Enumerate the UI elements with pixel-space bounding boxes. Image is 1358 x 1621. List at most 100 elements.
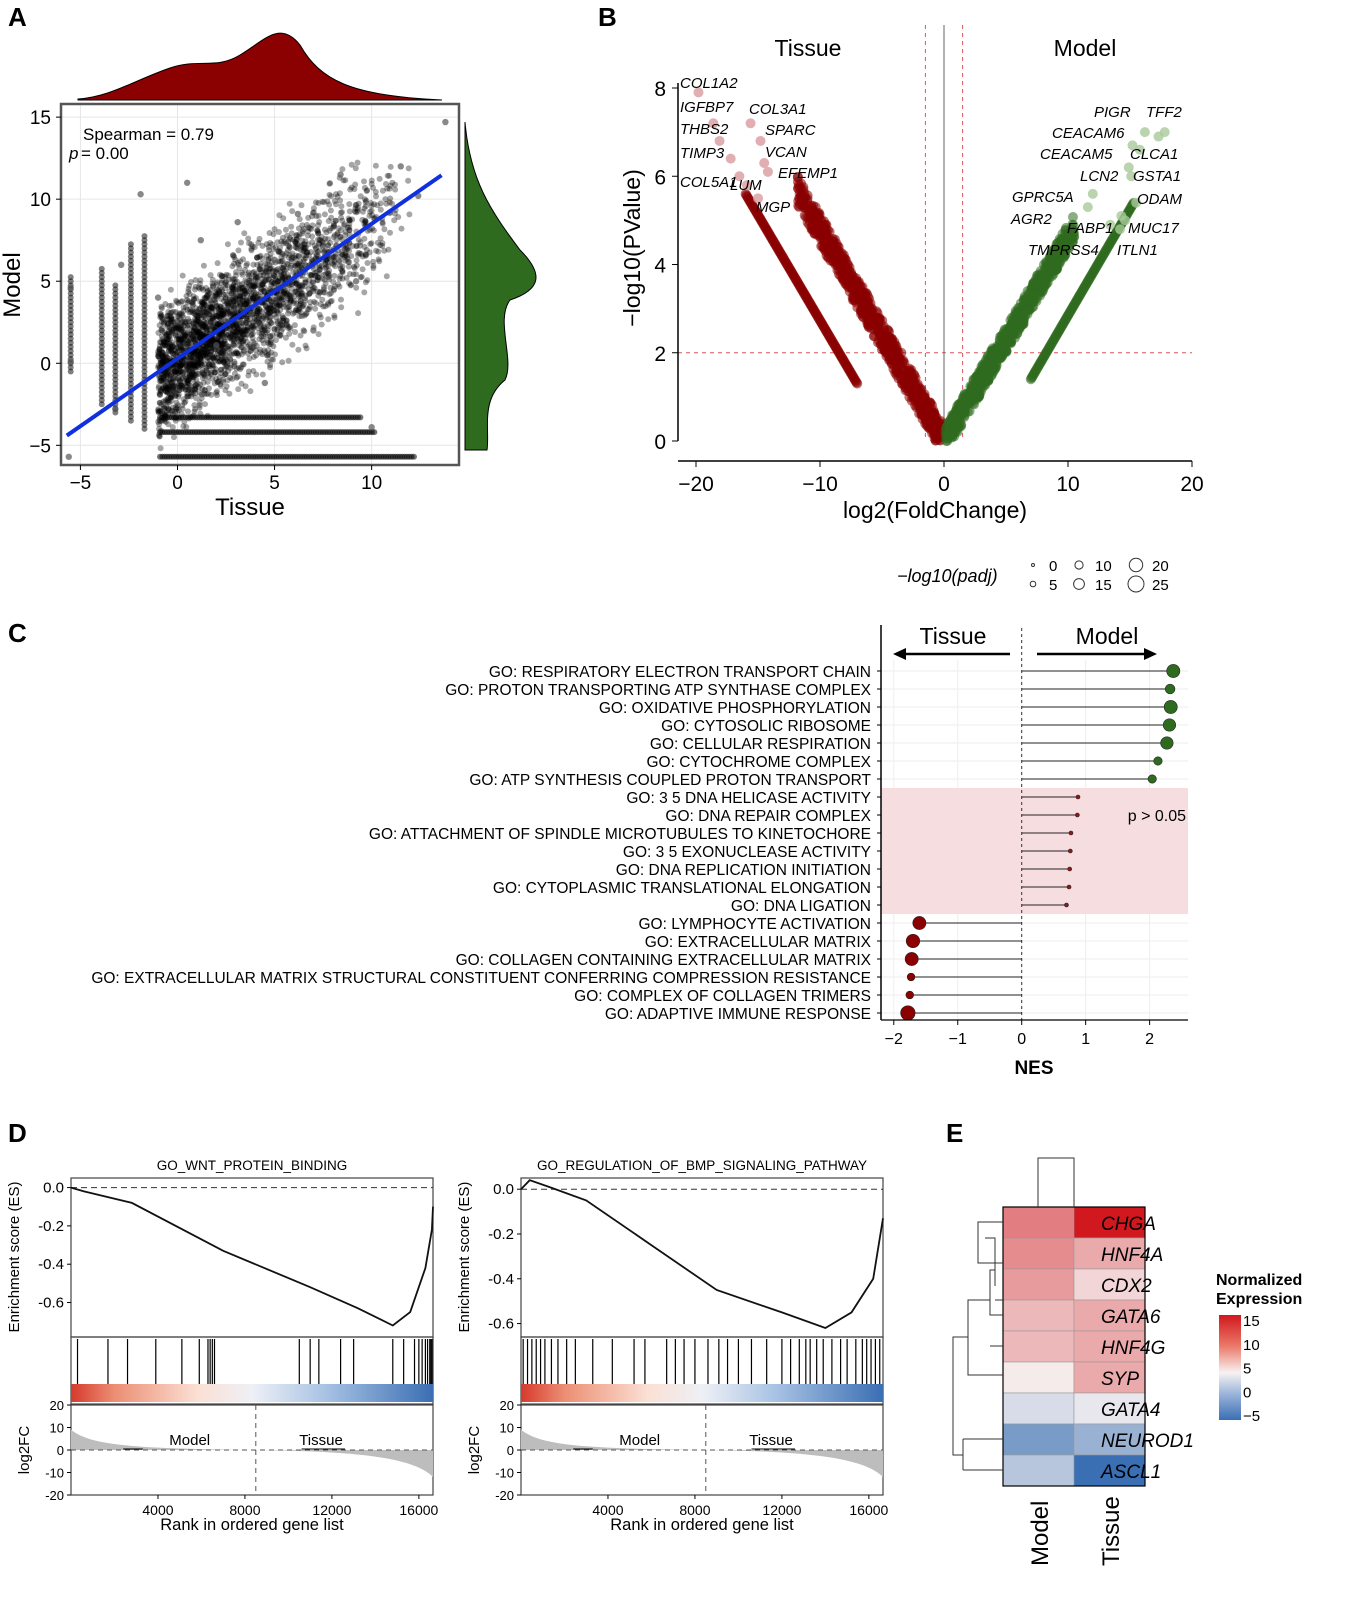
scatter-point <box>159 327 166 334</box>
scatter-point <box>175 391 182 398</box>
scatter-point <box>184 340 191 347</box>
scatter-point <box>315 230 322 237</box>
scatter-point <box>201 294 208 301</box>
scatter-point <box>256 319 263 326</box>
panel-label-a: A <box>8 2 27 32</box>
scatter-point <box>227 334 234 341</box>
scatter-point <box>313 252 320 258</box>
scatter-point <box>205 373 212 380</box>
scatter-point <box>204 327 211 334</box>
scatter-point <box>286 307 292 314</box>
scatter-point <box>259 242 266 249</box>
scatter-point <box>173 376 179 382</box>
scatter-point <box>203 292 210 299</box>
scatter-point <box>196 285 203 292</box>
scatter-point <box>242 328 249 335</box>
scatter-point <box>237 302 244 309</box>
scatter-point <box>286 324 293 330</box>
scatter-point <box>171 350 178 357</box>
scatter-point <box>199 323 206 330</box>
go-term-label: GO: RESPIRATORY ELECTRON TRANSPORT CHAIN <box>489 664 871 681</box>
scatter-point <box>344 245 351 252</box>
scatter-point <box>350 271 357 278</box>
scatter-point <box>200 372 207 378</box>
scatter-point <box>280 265 287 272</box>
scatter-point <box>254 254 261 261</box>
scatter-point <box>186 330 193 337</box>
scatter-point <box>327 207 334 214</box>
scatter-point <box>218 295 225 302</box>
scatter-point <box>200 262 207 269</box>
scatter-point <box>155 353 162 360</box>
scatter-point <box>246 316 253 322</box>
scatter-point <box>182 398 189 405</box>
scatter-point <box>284 247 291 254</box>
scatter-point <box>321 289 328 296</box>
scatter-point <box>295 308 302 315</box>
scatter-point <box>315 331 322 338</box>
scatter-point <box>254 261 261 268</box>
scatter-point <box>286 330 293 337</box>
scatter-point <box>165 407 172 414</box>
scatter-point <box>164 368 171 375</box>
scatter-point <box>339 217 346 224</box>
scatter-point <box>194 316 201 323</box>
scatter-point <box>199 326 206 333</box>
scatter-point <box>315 228 321 235</box>
scatter-point <box>197 277 204 284</box>
scatter-point <box>199 361 206 368</box>
gene-label: EFEMP1 <box>778 165 838 182</box>
scatter-point <box>225 343 232 350</box>
scatter-point <box>266 304 273 311</box>
scatter-point <box>286 244 293 251</box>
scatter-point <box>178 345 184 352</box>
scatter-point <box>254 325 261 332</box>
scatter-point <box>159 352 166 359</box>
scatter-point <box>253 352 260 359</box>
scatter-point <box>284 290 291 297</box>
scatter-floor-row <box>157 453 417 460</box>
scatter-point <box>312 269 319 276</box>
scatter-point <box>279 264 286 271</box>
scatter-point <box>213 312 220 319</box>
scatter-point <box>267 333 274 340</box>
scatter-point <box>177 323 184 330</box>
volcano-point <box>917 404 928 415</box>
scatter-point <box>240 338 246 345</box>
scatter-point <box>218 307 225 314</box>
scatter-point <box>163 332 170 338</box>
scatter-point <box>389 179 396 186</box>
scatter-point <box>163 332 170 339</box>
scatter-point <box>293 260 300 267</box>
scatter-point <box>217 306 224 313</box>
scatter-point <box>351 263 357 270</box>
scatter-point <box>220 307 227 314</box>
scatter-point <box>207 338 214 345</box>
scatter-point <box>168 371 175 378</box>
scatter-point <box>265 306 272 313</box>
scatter-point <box>316 240 323 247</box>
scatter-point <box>382 196 389 203</box>
scatter-point <box>167 383 174 390</box>
scatter-point <box>292 329 298 335</box>
scatter-point <box>280 270 287 277</box>
scatter-point <box>210 283 216 290</box>
scatter-point <box>171 347 178 354</box>
scatter-point <box>336 283 343 290</box>
scatter-point <box>239 344 245 351</box>
scatter-point <box>297 309 304 316</box>
scatter-point <box>160 398 167 405</box>
scatter-point <box>300 241 307 248</box>
scatter-point <box>182 319 189 325</box>
scatter-point <box>279 359 286 366</box>
scatter-point <box>239 298 246 305</box>
scatter-point <box>169 343 176 350</box>
scatter-point <box>173 324 180 331</box>
scatter-point <box>331 257 338 264</box>
scatter-point <box>223 271 230 278</box>
scatter-point <box>298 202 305 209</box>
scatter-point <box>224 361 231 368</box>
scatter-point <box>198 355 205 362</box>
scatter-point <box>222 363 229 370</box>
